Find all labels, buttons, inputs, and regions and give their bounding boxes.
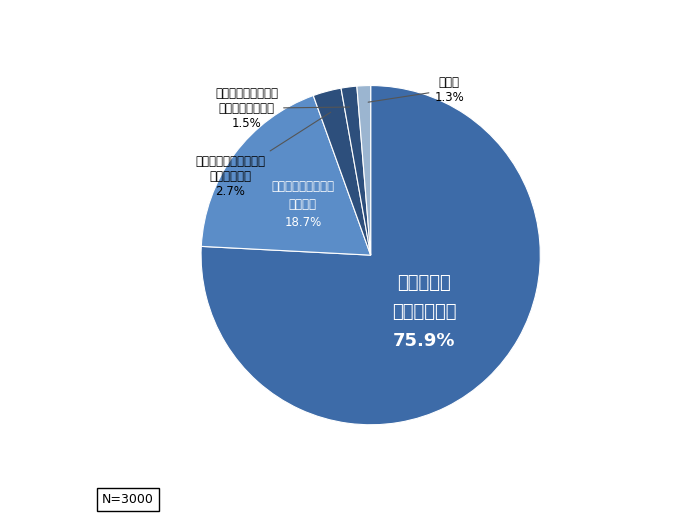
Text: 親子で話し
合って決める
75.9%: 親子で話し 合って決める 75.9% bbox=[392, 273, 456, 350]
Text: 子どもが一人で考え
て決める
18.7%: 子どもが一人で考え て決める 18.7% bbox=[272, 179, 335, 229]
Wedge shape bbox=[314, 88, 371, 255]
Text: N=3000: N=3000 bbox=[102, 493, 154, 506]
Wedge shape bbox=[341, 86, 371, 255]
Text: 親が子どもにテーマを
与えて決める
2.7%: 親が子どもにテーマを 与えて決める 2.7% bbox=[195, 112, 331, 198]
Wedge shape bbox=[357, 85, 371, 255]
Wedge shape bbox=[201, 85, 540, 425]
Wedge shape bbox=[202, 96, 371, 255]
Text: その他
1.3%: その他 1.3% bbox=[368, 76, 464, 104]
Text: 学校や塾の先生が与
えたテーマにする
1.5%: 学校や塾の先生が与 えたテーマにする 1.5% bbox=[215, 87, 350, 130]
